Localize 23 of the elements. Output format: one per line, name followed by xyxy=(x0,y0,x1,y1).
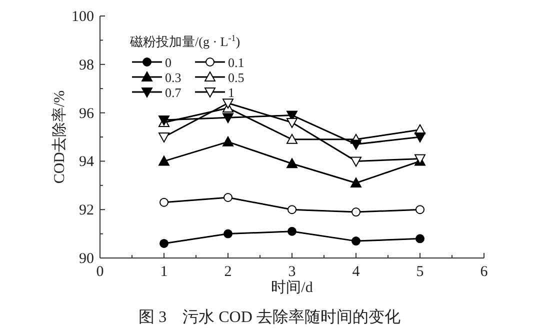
y-axis-title: COD去除率/% xyxy=(51,90,68,184)
x-tick-label: 2 xyxy=(224,264,232,280)
legend-label: 0.3 xyxy=(165,70,182,85)
legend-title: 磁粉投加量/(g · L$^{-1}$) xyxy=(129,33,240,49)
y-tick-label: 96 xyxy=(79,106,94,122)
y-tick-label: 100 xyxy=(72,9,94,25)
text: 图 3 污水 COD 去除率随时间的变化 xyxy=(138,308,400,326)
legend-label: 0.7 xyxy=(165,85,182,100)
legend-label: 1 xyxy=(228,85,234,100)
x-tick-label: 4 xyxy=(352,264,360,280)
legend-label: 0.1 xyxy=(228,55,244,70)
legend-label: 0.5 xyxy=(228,70,244,85)
legend-label: 0 xyxy=(165,55,172,70)
x-tick-label: 3 xyxy=(288,264,296,280)
x-tick-label: 5 xyxy=(416,264,424,280)
x-tick-label: 1 xyxy=(160,264,168,280)
x-axis-title: 时间/d xyxy=(271,279,314,296)
y-tick-label: 94 xyxy=(79,154,94,170)
x-tick-label: 0 xyxy=(96,264,104,280)
y-tick-label: 90 xyxy=(79,251,94,267)
y-tick-label: 92 xyxy=(79,202,94,219)
x-tick-label: 6 xyxy=(480,264,488,280)
y-tick-label: 98 xyxy=(79,57,94,74)
